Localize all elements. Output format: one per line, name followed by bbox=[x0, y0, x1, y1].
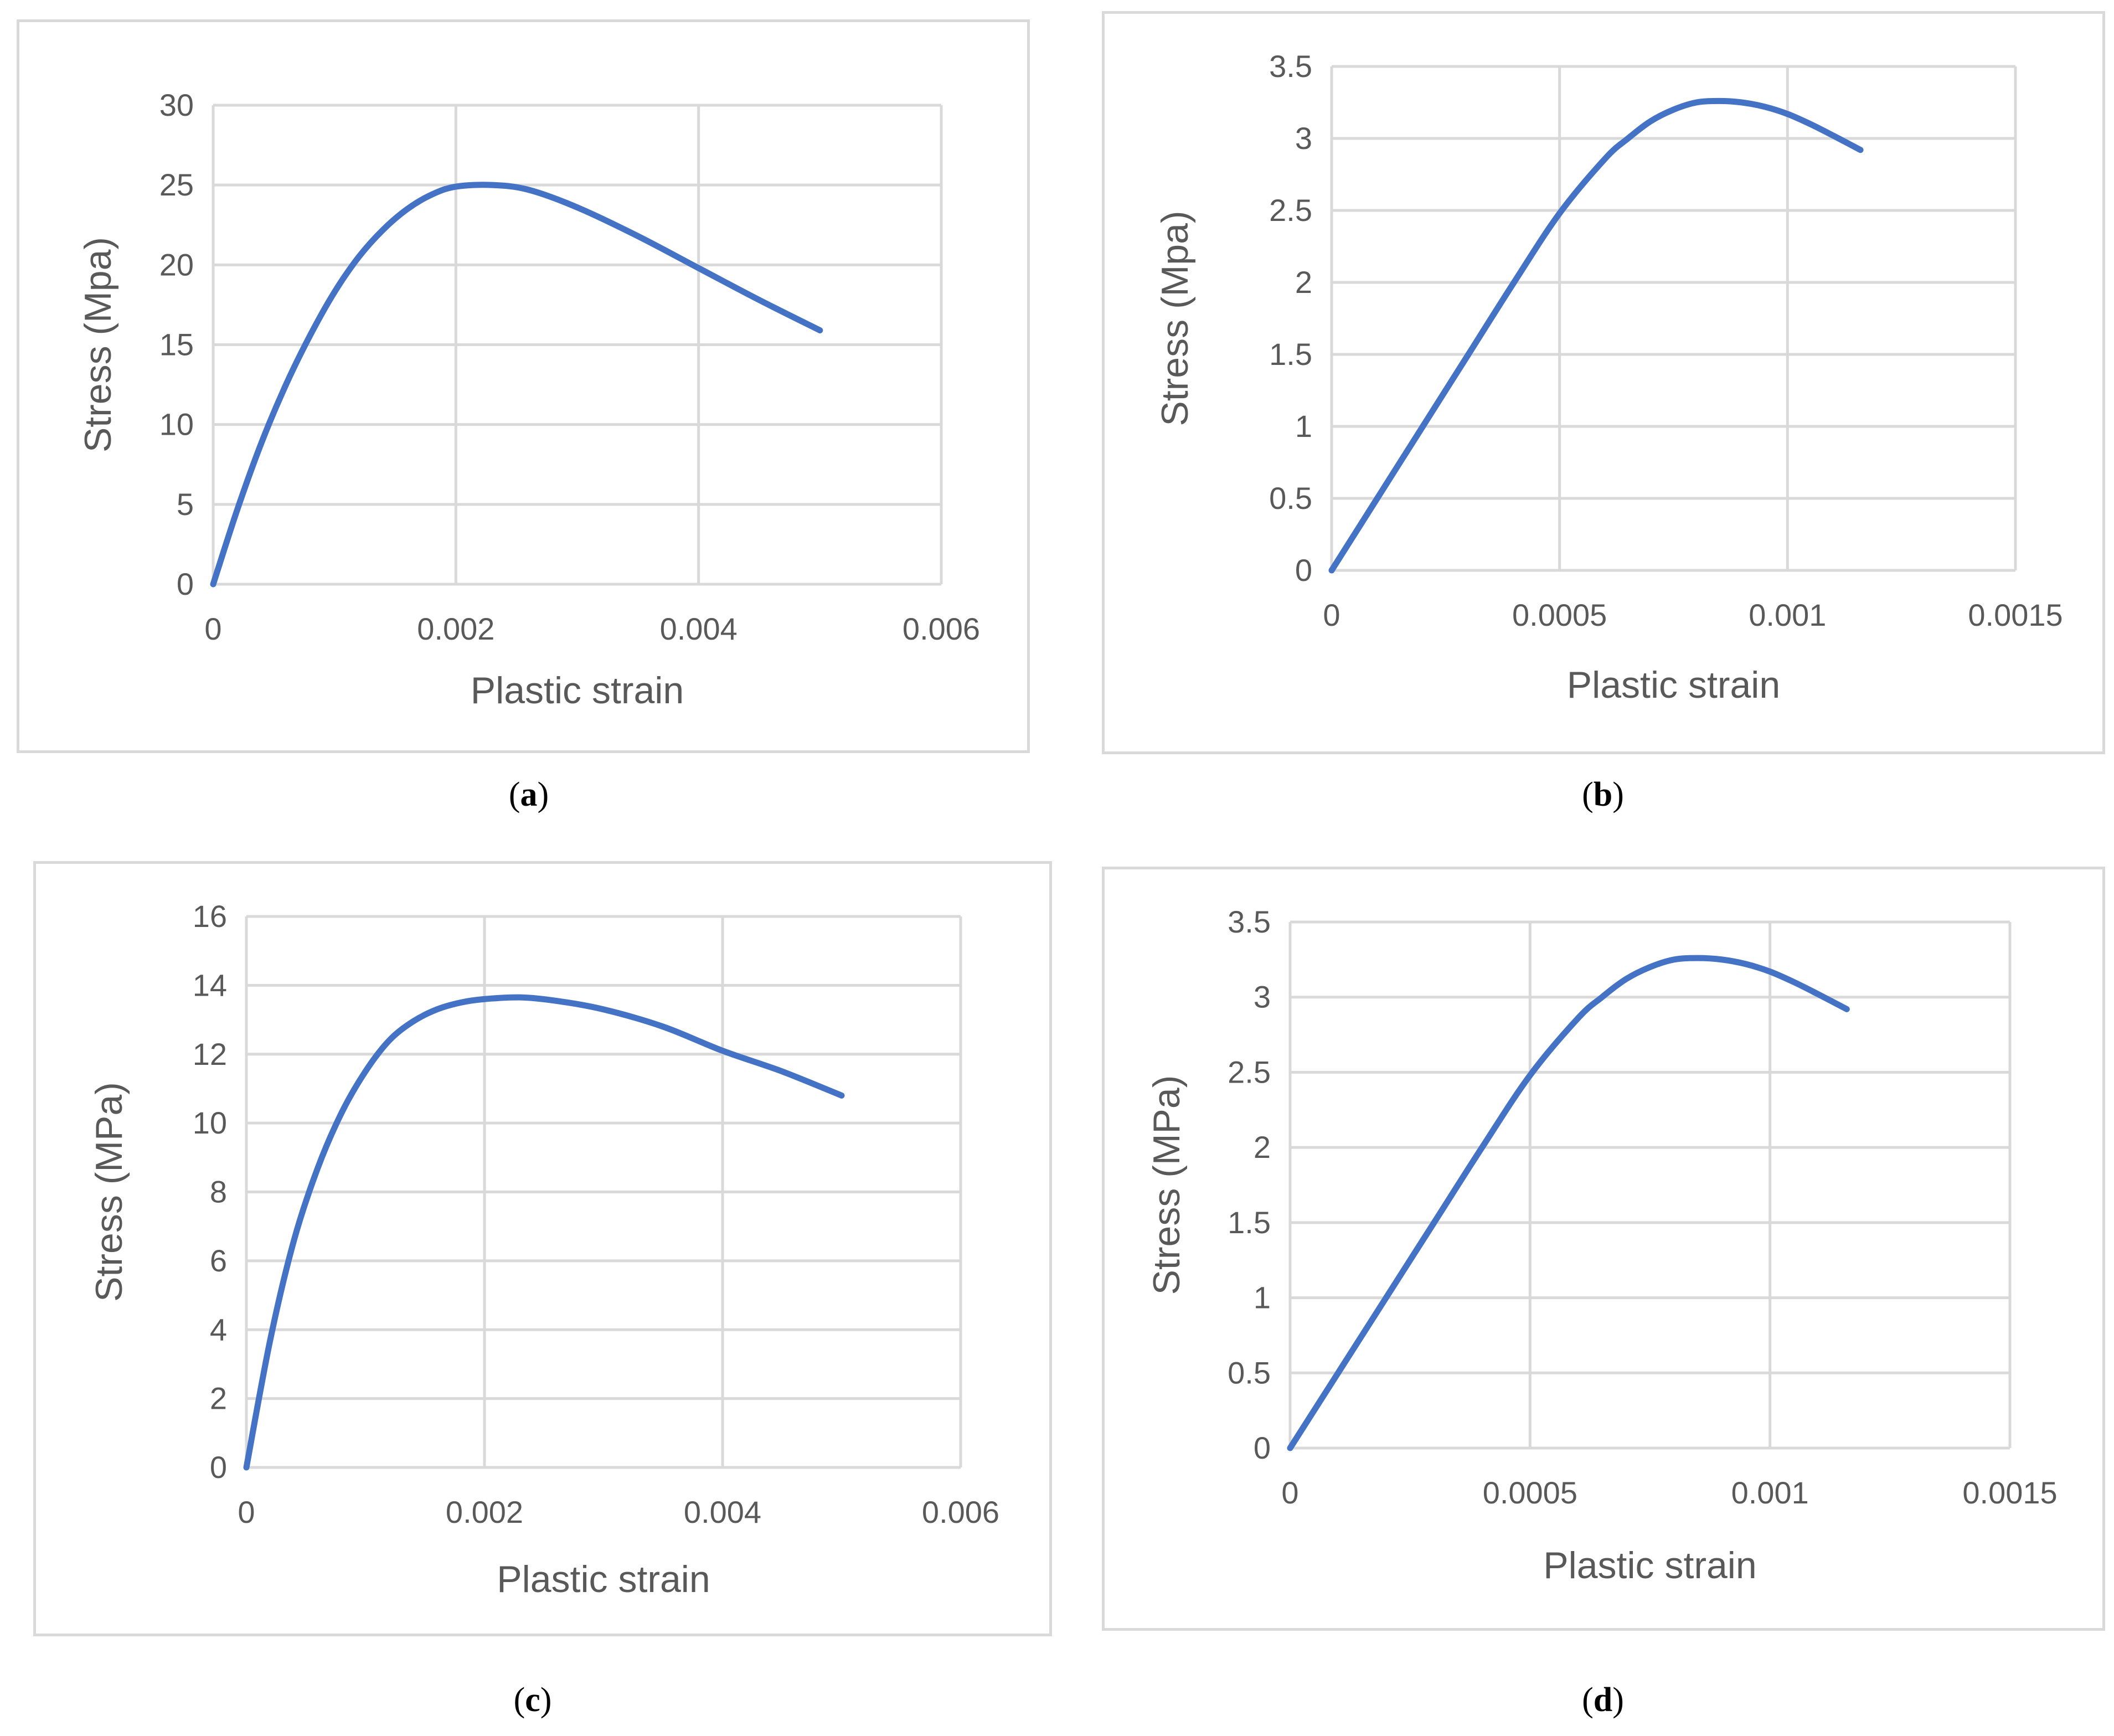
y-tick-label-c-6: 12 bbox=[193, 1037, 227, 1072]
y-tick-label-a-1: 5 bbox=[177, 487, 194, 522]
y-tick-label-a-6: 30 bbox=[159, 87, 194, 122]
caption-d-letter: d bbox=[1593, 1681, 1613, 1719]
chart-svg-a: 0 5 10 15 20 25 30 0 0.002 0.004 0.006 Plastic stra… bbox=[77, 87, 980, 712]
x-axis-label-d: Plastic strain bbox=[1543, 1544, 1756, 1586]
y-tick-label-b-3: 1.5 bbox=[1269, 337, 1312, 372]
chart-svg-c: 0 2 4 6 8 10 12 14 16 0 0.002 0.004 0.006 Plastic str… bbox=[88, 899, 999, 1600]
x-tick-label-c-0: 0 bbox=[238, 1495, 255, 1529]
chart-panel-d: 0 0.5 1 1.5 2 2.5 3 3.5 0 0.0005 0.001 0.0015 Plasti… bbox=[1102, 867, 2105, 1631]
y-tick-label-b-2: 1 bbox=[1295, 409, 1312, 444]
y-tick-label-b-1: 0.5 bbox=[1269, 481, 1312, 516]
x-tick-label-d-1: 0.0005 bbox=[1483, 1475, 1577, 1510]
chart-svg-b: 0 0.5 1 1.5 2 2.5 3 3.5 0 0.0005 0.001 0.0015 Plasti… bbox=[1154, 49, 2063, 706]
y-tick-label-b-7: 3.5 bbox=[1269, 49, 1312, 84]
caption-b-letter: b bbox=[1593, 776, 1613, 813]
chart-panel-c: 0 2 4 6 8 10 12 14 16 0 0.002 0.004 0.006 Plastic str… bbox=[33, 861, 1052, 1636]
y-tick-label-d-1: 0.5 bbox=[1228, 1355, 1271, 1390]
y-tick-label-b-0: 0 bbox=[1295, 553, 1312, 588]
y-tick-label-d-4: 2 bbox=[1254, 1130, 1271, 1165]
y-tick-label-d-3: 1.5 bbox=[1228, 1205, 1271, 1240]
y-tick-label-d-0: 0 bbox=[1254, 1430, 1271, 1465]
series-line-d-0 bbox=[1287, 955, 1850, 1451]
caption-c: (c) bbox=[513, 1681, 552, 1719]
y-tick-label-b-5: 2.5 bbox=[1269, 193, 1312, 228]
caption-d: (d) bbox=[1582, 1681, 1624, 1719]
x-tick-label-d-0: 0 bbox=[1281, 1475, 1298, 1510]
y-tick-label-d-6: 3 bbox=[1254, 980, 1271, 1014]
y-tick-label-c-3: 6 bbox=[210, 1243, 227, 1278]
caption-b: (b) bbox=[1582, 776, 1624, 813]
chart-svg-d: 0 0.5 1 1.5 2 2.5 3 3.5 0 0.0005 0.001 0.0015 Plasti… bbox=[1146, 904, 2058, 1586]
y-axis-label-d: Stress (MPa) bbox=[1146, 1075, 1188, 1295]
y-tick-label-d-7: 3.5 bbox=[1228, 904, 1271, 939]
x-tick-label-b-1: 0.0005 bbox=[1512, 597, 1607, 632]
x-tick-label-a-1: 0.002 bbox=[417, 611, 494, 646]
x-tick-label-a-3: 0.006 bbox=[903, 611, 980, 646]
x-axis-label-a: Plastic strain bbox=[471, 669, 684, 712]
y-tick-label-d-2: 1 bbox=[1254, 1280, 1271, 1315]
y-tick-label-c-8: 16 bbox=[193, 899, 227, 934]
x-tick-label-a-2: 0.004 bbox=[660, 611, 738, 646]
y-tick-label-d-5: 2.5 bbox=[1228, 1054, 1271, 1089]
x-tick-label-c-1: 0.002 bbox=[446, 1495, 523, 1529]
caption-c-letter: c bbox=[525, 1681, 540, 1719]
y-tick-label-c-5: 10 bbox=[193, 1105, 227, 1140]
caption-a-letter: a bbox=[520, 776, 538, 813]
chart-panel-a: 0 5 10 15 20 25 30 0 0.002 0.004 0.006 Plastic stra… bbox=[17, 19, 1030, 753]
y-tick-label-c-7: 14 bbox=[193, 967, 227, 1002]
x-tick-label-d-3: 0.0015 bbox=[1962, 1475, 2057, 1510]
y-tick-label-a-5: 25 bbox=[159, 167, 194, 202]
x-axis-label-b: Plastic strain bbox=[1567, 664, 1780, 706]
series-line-c-0 bbox=[243, 994, 845, 1471]
y-tick-label-a-2: 10 bbox=[159, 407, 194, 442]
y-tick-label-a-3: 15 bbox=[159, 327, 194, 362]
y-axis-label-c: Stress (MPa) bbox=[88, 1082, 130, 1302]
chart-panel-b: 0 0.5 1 1.5 2 2.5 3 3.5 0 0.0005 0.001 0.0015 Plasti… bbox=[1102, 11, 2105, 754]
series-line-b-0 bbox=[1328, 97, 1864, 574]
y-tick-label-b-4: 2 bbox=[1295, 265, 1312, 300]
x-tick-label-b-2: 0.001 bbox=[1749, 597, 1826, 632]
x-tick-label-b-3: 0.0015 bbox=[1968, 597, 2063, 632]
y-tick-label-c-2: 4 bbox=[210, 1312, 227, 1347]
y-axis-label-b: Stress (Mpa) bbox=[1154, 210, 1196, 426]
y-tick-label-c-4: 8 bbox=[210, 1174, 227, 1209]
x-tick-label-b-0: 0 bbox=[1323, 597, 1340, 632]
series-line-a-0 bbox=[210, 182, 823, 588]
x-axis-label-c: Plastic strain bbox=[497, 1558, 710, 1600]
y-tick-label-b-6: 3 bbox=[1295, 121, 1312, 156]
y-tick-label-a-4: 20 bbox=[159, 247, 194, 282]
x-tick-label-a-0: 0 bbox=[204, 611, 221, 646]
x-tick-label-c-2: 0.004 bbox=[684, 1495, 761, 1529]
y-tick-label-a-0: 0 bbox=[177, 566, 194, 601]
x-tick-label-d-2: 0.001 bbox=[1731, 1475, 1809, 1510]
y-axis-label-a: Stress (Mpa) bbox=[77, 237, 119, 452]
y-tick-label-c-0: 0 bbox=[210, 1450, 227, 1485]
x-tick-label-c-3: 0.006 bbox=[922, 1495, 999, 1529]
y-tick-label-c-1: 2 bbox=[210, 1381, 227, 1416]
caption-a: (a) bbox=[508, 776, 549, 813]
